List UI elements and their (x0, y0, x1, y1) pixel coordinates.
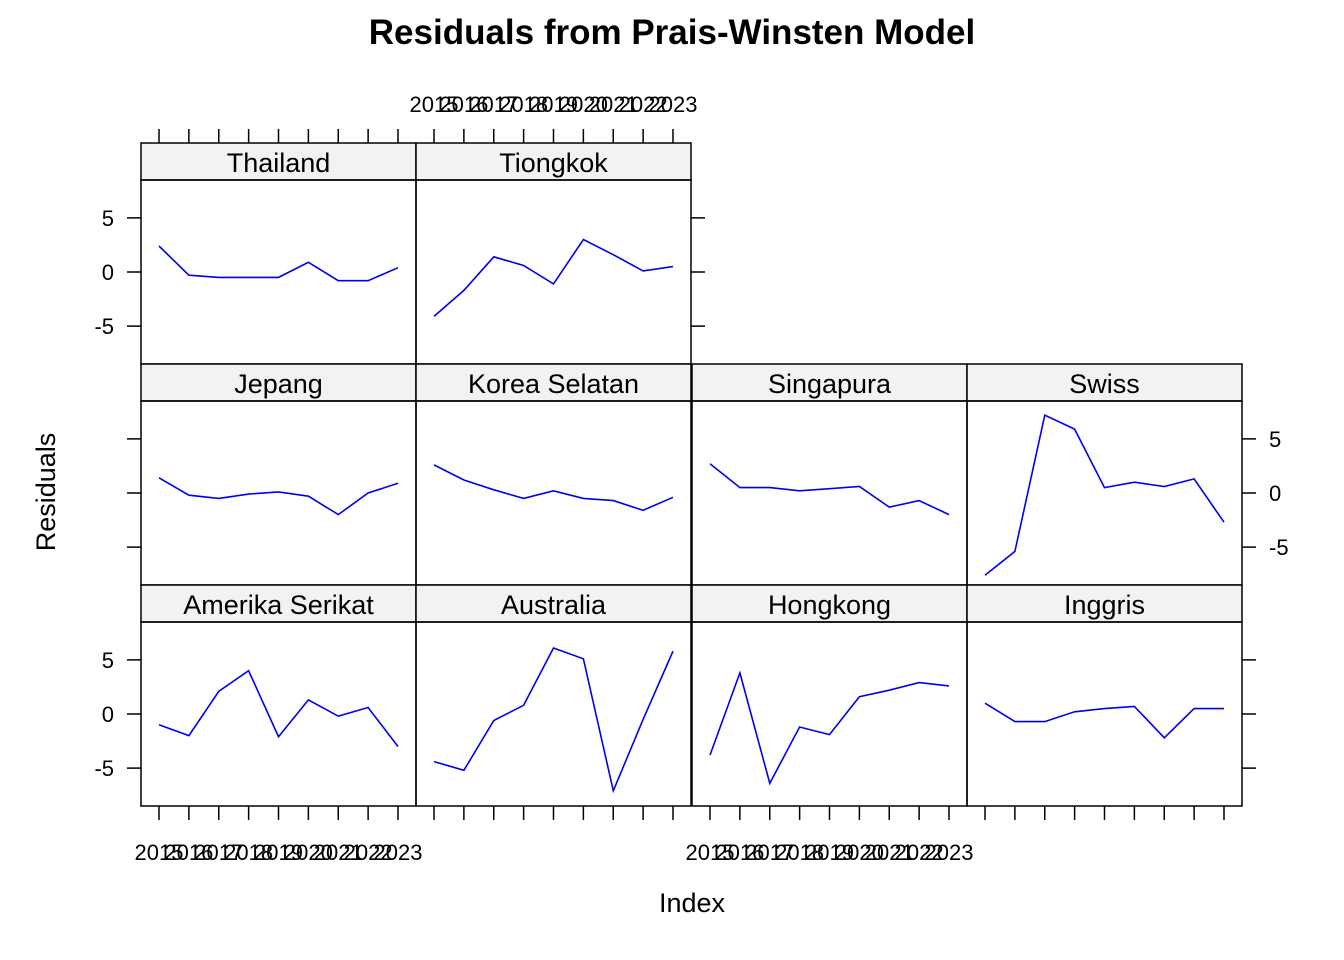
x-axis-ticks (433, 806, 674, 820)
x-tick-label: 2021 (589, 92, 638, 117)
strip-label: Australia (501, 590, 607, 620)
panel-amerika-serikat: Amerika Serikat (140, 584, 417, 807)
strip-label: Jepang (234, 369, 323, 399)
panel-frame (691, 400, 968, 586)
x-tick-label: 2023 (374, 840, 423, 865)
series-line-australia (433, 647, 674, 794)
panel-frame (415, 400, 692, 586)
series-line-jepang (158, 477, 399, 516)
y-tick-label: 5 (1269, 427, 1281, 452)
panel-australia: Australia (415, 584, 692, 807)
panel-hongkong: Hongkong (691, 584, 968, 807)
panel-frame (140, 179, 417, 365)
x-axis-ticks (984, 806, 1225, 820)
y-axis-title: Residuals (31, 433, 61, 552)
x-tick-label: 2018 (499, 92, 548, 117)
panel-swiss: Swiss (966, 363, 1243, 586)
strip-label: Hongkong (768, 590, 891, 620)
x-tick-label: 2016 (715, 840, 764, 865)
panel-korea-selatan: Korea Selatan (415, 363, 692, 586)
x-tick-label: 2020 (559, 92, 608, 117)
y-tick-label: 0 (102, 260, 114, 285)
x-tick-label: 2022 (619, 92, 668, 117)
y-axis-ticks: -5 0 5 (1242, 427, 1289, 560)
panel-inggris: Inggris (966, 584, 1243, 807)
y-tick-label: 5 (102, 206, 114, 231)
series-line-hongkong (709, 670, 950, 786)
strip-background (415, 142, 692, 181)
panel-frame (966, 621, 1243, 807)
x-tick-label: 2018 (224, 840, 273, 865)
x-tick-label: 2023 (925, 840, 974, 865)
y-tick-label: -5 (94, 314, 114, 339)
series-line-swiss (984, 413, 1225, 576)
y-tick-label: -5 (94, 756, 114, 781)
x-axis-title: Index (659, 888, 726, 918)
series-line-tiongkok (433, 238, 674, 318)
x-tick-label: 2015 (410, 92, 459, 117)
series-line-amerika-serikat (158, 669, 399, 747)
y-axis-ticks: -5 0 5 (94, 206, 141, 339)
x-tick-label: 2018 (775, 840, 824, 865)
y-tick-label: 0 (1269, 481, 1281, 506)
chart-title: Residuals from Prais-Winsten Model (369, 13, 975, 52)
x-tick-label: 2017 (745, 840, 794, 865)
x-tick-label: 2020 (284, 840, 333, 865)
panel-frame (415, 179, 692, 365)
y-tick-label: 0 (102, 702, 114, 727)
y-tick-label: -5 (1269, 535, 1289, 560)
strip-label: Amerika Serikat (183, 590, 374, 620)
y-axis-ticks (691, 217, 705, 327)
x-tick-label: 2019 (805, 840, 854, 865)
x-tick-label: 2019 (254, 840, 303, 865)
x-tick-label: 2015 (135, 840, 184, 865)
x-tick-label: 2015 (686, 840, 735, 865)
panel-frame (140, 400, 417, 586)
x-tick-label: 2019 (529, 92, 578, 117)
series-line-korea-selatan (433, 464, 674, 512)
strip-background (415, 584, 692, 623)
y-tick-label: 5 (102, 648, 114, 673)
x-tick-label: 2017 (469, 92, 518, 117)
strip-background (966, 363, 1243, 402)
strip-label: Singapura (768, 369, 892, 399)
strip-label: Tiongkok (499, 148, 608, 178)
series-line-thailand (158, 245, 399, 282)
y-axis-ticks: -5 0 5 (94, 648, 141, 781)
panel-frame (691, 621, 968, 807)
panel-tiongkok: Tiongkok (415, 142, 692, 365)
strip-background (140, 142, 417, 181)
x-tick-label: 2016 (439, 92, 488, 117)
y-axis-ticks (127, 438, 141, 548)
strip-background (140, 584, 417, 623)
panel-thailand: Thailand (140, 142, 417, 365)
panels: Thailand Tiongkok Jepang Korea Selatan Singa… (94, 92, 1288, 865)
x-tick-label: 2016 (164, 840, 213, 865)
strip-label: Thailand (227, 148, 331, 178)
strip-background (415, 363, 692, 402)
y-axis-ticks (1242, 659, 1256, 769)
series-line-singapura (709, 463, 950, 516)
series-line-inggris (984, 702, 1224, 739)
x-axis-ticks (158, 129, 399, 143)
panel-singapura: Singapura (691, 363, 968, 586)
panel-jepang: Jepang (140, 363, 417, 586)
panel-frame (140, 621, 417, 807)
x-tick-label: 2023 (649, 92, 698, 117)
strip-label: Swiss (1069, 369, 1140, 399)
strip-label: Korea Selatan (468, 369, 639, 399)
x-tick-label: 2022 (895, 840, 944, 865)
x-tick-label: 2022 (344, 840, 393, 865)
strip-label: Inggris (1064, 590, 1145, 620)
x-tick-label: 2021 (865, 840, 914, 865)
x-tick-label: 2020 (835, 840, 884, 865)
x-tick-label: 2021 (314, 840, 363, 865)
x-tick-label: 2017 (194, 840, 243, 865)
